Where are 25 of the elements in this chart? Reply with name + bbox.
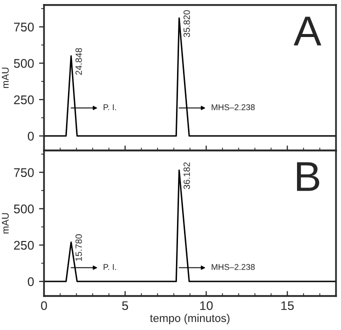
x-tick-label: 5 [122, 301, 128, 310]
annotation: MHS–2.238 [212, 264, 255, 270]
x-axis-title: tempo (minutos) [150, 314, 230, 324]
annotation: A [294, 16, 322, 46]
annotation: 36.182 [184, 162, 190, 190]
annotation: MHS–2.238 [212, 104, 255, 110]
annotation: 24.848 [75, 48, 82, 75]
y-tick-label: 250 [14, 240, 34, 250]
x-tick-label: 0 [41, 301, 47, 310]
annotation: P. I. [104, 264, 116, 270]
x-tick-label: 15 [281, 301, 294, 310]
y-tick-label: 750 [14, 22, 34, 32]
y-tick-label: 0 [28, 277, 34, 286]
y-tick-label: 500 [14, 59, 34, 68]
y-axis-title: mAU [2, 213, 9, 234]
y-tick-label: 750 [14, 168, 34, 177]
annotation: P. I. [104, 104, 116, 110]
y-tick-label: 0 [28, 132, 34, 141]
x-tick-label: 10 [200, 301, 213, 310]
annotation: 35.820 [184, 10, 190, 38]
annotation: B [297, 162, 320, 191]
y-tick-label: 250 [14, 95, 34, 104]
y-tick-label: 500 [14, 204, 34, 214]
y-axis-title: mAU [2, 68, 9, 88]
annotation: 15.780 [75, 234, 82, 261]
